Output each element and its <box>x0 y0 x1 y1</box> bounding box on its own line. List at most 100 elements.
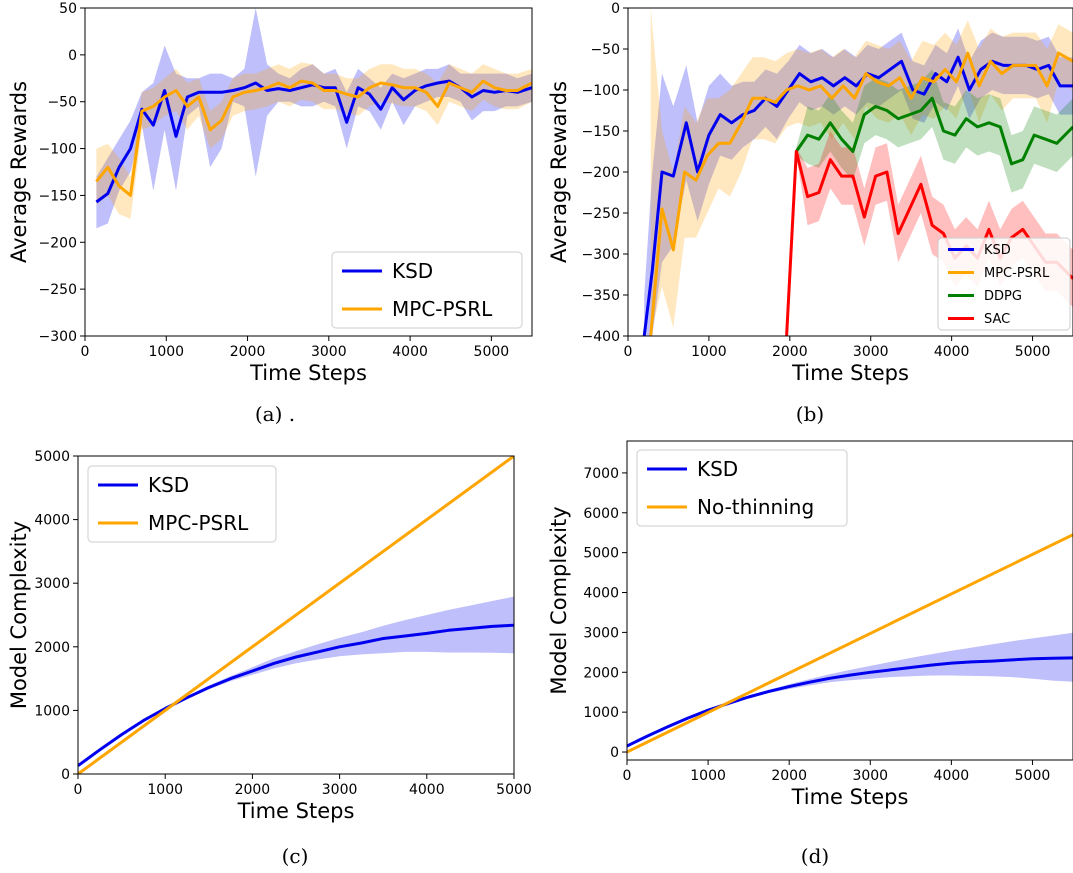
y-tick-label: 0 <box>611 1 620 17</box>
chart-c-svg: 0 1000 2000 3000 4000 5000 0 1000 2000 3000 4000 50… <box>7 449 532 823</box>
legend-box <box>636 449 848 527</box>
series-line-ksd <box>627 656 1073 748</box>
x-tick-label: 2000 <box>230 344 266 360</box>
y-axis-label: Average Rewards <box>547 81 571 263</box>
series-line-mpc-psrl <box>95 79 532 197</box>
y-tick-label: −300 <box>582 247 620 263</box>
legend-label-mpc-psrl: MPC-PSRL <box>984 266 1050 281</box>
y-tick-label: −400 <box>582 329 620 345</box>
x-tick-label: 5000 <box>474 344 510 360</box>
band-mpc-psrl <box>650 8 1073 336</box>
series-line-sac <box>785 150 1073 336</box>
chart-b: 0 1000 2000 3000 4000 5000 0 −50 −100 −150 −200 −25… <box>540 0 1073 400</box>
x-tick-label: 4000 <box>934 768 970 784</box>
x-tick-label: 3000 <box>311 344 347 360</box>
caption-a: (a) . <box>254 402 296 426</box>
band-mpc-psrl <box>96 62 532 219</box>
y-tick-label: −50 <box>47 95 77 111</box>
band-ksd <box>96 8 532 229</box>
band-ddpg <box>796 69 1073 193</box>
x-tick-label: 0 <box>81 344 90 360</box>
series-line-mpc-psrl <box>649 51 1073 336</box>
legend-label-sac: SAC <box>984 312 1010 327</box>
legend-label-ksd: KSD <box>148 473 189 497</box>
x-axis-label: Time Steps <box>791 785 909 809</box>
y-tick-label: −200 <box>39 235 77 251</box>
series-line-mpc-psrl <box>78 456 514 774</box>
y-axis-label: Average Rewards <box>7 81 31 263</box>
chart-c: 0 1000 2000 3000 4000 5000 0 1000 2000 3000 4000 50… <box>0 440 540 840</box>
legend-label-mpc-psrl: MPC-PSRL <box>392 297 493 321</box>
x-tick-label: 4000 <box>392 344 428 360</box>
y-axis-label: Model Complexity <box>547 506 571 694</box>
x-tick-label: 0 <box>623 768 632 784</box>
plot-area <box>627 533 1073 754</box>
legend-label-mpc-psrl: MPC-PSRL <box>148 511 249 535</box>
legend-box <box>937 237 1071 331</box>
x-tick-label: 5000 <box>1015 344 1051 360</box>
series-line-ksd <box>642 55 1073 336</box>
series-line-no-thinning <box>627 533 1073 754</box>
y-tick-label: −150 <box>582 124 620 140</box>
legend-label-no-thinning: No-thinning <box>697 495 814 519</box>
y-tick-label: 0 <box>68 48 77 64</box>
y-tick-label: 5000 <box>34 449 70 465</box>
x-tick-label: 2000 <box>771 768 807 784</box>
x-tick-label: 2000 <box>772 344 808 360</box>
y-tick-label: 4000 <box>34 513 70 529</box>
y-tick-label: 50 <box>59 1 77 17</box>
chart-b-svg: 0 1000 2000 3000 4000 5000 0 −50 −100 −150 −200 −25… <box>547 1 1073 385</box>
x-tick-label: 5000 <box>496 782 532 798</box>
band-ksd <box>78 596 514 766</box>
y-tick-label: 4000 <box>583 586 619 602</box>
y-tick-label: 1000 <box>583 705 619 721</box>
x-axis-label: Time Steps <box>249 361 367 385</box>
y-tick-label: 2000 <box>583 665 619 681</box>
caption-c: (c) <box>281 844 309 868</box>
x-tick-label: 1000 <box>147 782 183 798</box>
y-tick-label: 1000 <box>34 703 70 719</box>
y-tick-label: 7000 <box>583 466 619 482</box>
series-line-ddpg <box>795 96 1073 166</box>
x-tick-label: 1000 <box>148 344 184 360</box>
chart-d-svg: 0 1000 2000 3000 4000 5000 0 1000 2000 3000 4000 50… <box>547 440 1073 809</box>
y-tick-label: 6000 <box>583 506 619 522</box>
legend-label-ddpg: DDPG <box>984 289 1022 304</box>
plot-area <box>78 456 514 774</box>
y-tick-label: 2000 <box>34 640 70 656</box>
x-tick-label: 2000 <box>235 782 271 798</box>
y-tick-label: 3000 <box>34 576 70 592</box>
y-tick-label: 5000 <box>583 546 619 562</box>
y-tick-label: −300 <box>39 329 77 345</box>
legend-label-ksd: KSD <box>984 243 1011 258</box>
x-tick-label: 4000 <box>934 344 970 360</box>
x-tick-label: 4000 <box>409 782 445 798</box>
y-tick-label: −100 <box>39 142 77 158</box>
plot-frame <box>84 7 533 337</box>
plot-area <box>95 8 532 229</box>
band-ksd <box>627 632 1073 746</box>
plot-area <box>642 8 1073 336</box>
legend-label-ksd: KSD <box>697 457 738 481</box>
x-tick-label: 1000 <box>691 344 727 360</box>
x-tick-label: 3000 <box>853 344 889 360</box>
y-tick-label: −250 <box>582 206 620 222</box>
y-tick-label: 0 <box>610 745 619 761</box>
caption-b: (b) <box>795 402 825 426</box>
y-tick-label: 0 <box>61 767 70 783</box>
y-tick-label: 3000 <box>583 625 619 641</box>
chart-a: 0 1000 2000 3000 4000 5000 50 0 −50 −100 −150 −200 −… <box>0 0 540 400</box>
legend-label-ksd: KSD <box>392 259 433 283</box>
x-tick-label: 0 <box>74 782 83 798</box>
y-tick-label: −50 <box>590 42 620 58</box>
caption-d: (d) <box>800 844 830 868</box>
x-tick-label: 3000 <box>852 768 888 784</box>
x-axis-label: Time Steps <box>237 799 355 823</box>
y-tick-label: −200 <box>582 165 620 181</box>
x-axis-label: Time Steps <box>791 361 909 385</box>
y-tick-label: −100 <box>582 83 620 99</box>
plot-frame <box>626 440 1073 761</box>
x-tick-label: 3000 <box>322 782 358 798</box>
band-sac <box>786 131 1073 336</box>
x-tick-label: 0 <box>624 344 633 360</box>
